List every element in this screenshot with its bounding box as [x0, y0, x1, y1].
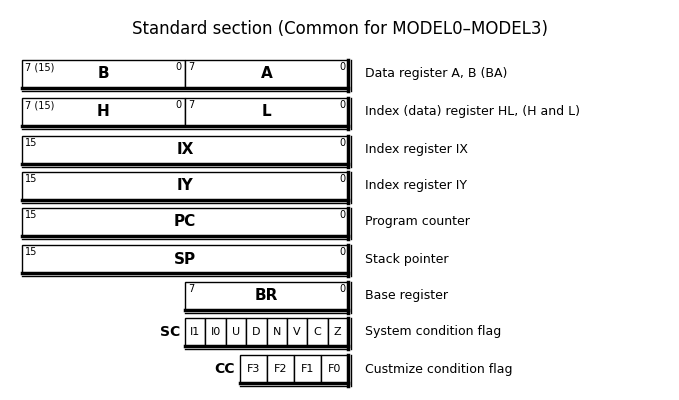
Bar — [246, 318, 266, 346]
Text: 0: 0 — [339, 284, 345, 294]
Bar — [240, 355, 267, 383]
Text: 7 (15): 7 (15) — [25, 62, 54, 72]
Text: 0: 0 — [339, 174, 345, 184]
Bar — [22, 60, 185, 88]
Text: C: C — [314, 327, 321, 337]
Bar — [321, 355, 348, 383]
Bar — [22, 136, 348, 164]
Text: I0: I0 — [210, 327, 221, 337]
Text: F3: F3 — [246, 364, 260, 374]
Text: N: N — [272, 327, 281, 337]
Text: 7: 7 — [188, 62, 194, 72]
Bar — [185, 60, 348, 88]
Bar — [308, 318, 328, 346]
Bar — [287, 318, 308, 346]
Text: BR: BR — [255, 288, 278, 304]
Text: SC: SC — [160, 325, 180, 339]
Text: F0: F0 — [328, 364, 341, 374]
Text: SP: SP — [174, 252, 196, 266]
Text: 15: 15 — [25, 174, 37, 184]
Text: IY: IY — [177, 178, 194, 194]
Text: 0: 0 — [339, 138, 345, 148]
Text: 0: 0 — [176, 100, 182, 110]
Text: 15: 15 — [25, 247, 37, 257]
Bar — [205, 318, 225, 346]
Text: 0: 0 — [176, 62, 182, 72]
Text: PC: PC — [174, 214, 196, 230]
Bar — [185, 282, 348, 310]
Text: 0: 0 — [339, 247, 345, 257]
Bar — [294, 355, 321, 383]
Bar — [266, 318, 287, 346]
Text: D: D — [252, 327, 261, 337]
Bar — [22, 208, 348, 236]
Text: Stack pointer: Stack pointer — [365, 252, 449, 266]
Text: Base register: Base register — [365, 290, 448, 302]
Text: 0: 0 — [339, 62, 345, 72]
Text: IX: IX — [177, 142, 194, 158]
Text: Standard section (Common for MODEL0–MODEL3): Standard section (Common for MODEL0–MODE… — [132, 20, 547, 38]
Text: 7 (15): 7 (15) — [25, 100, 54, 110]
Text: Index register IX: Index register IX — [365, 144, 468, 156]
Text: Index register IY: Index register IY — [365, 180, 467, 192]
Bar — [22, 98, 185, 126]
Bar — [185, 98, 348, 126]
Text: F2: F2 — [274, 364, 287, 374]
Text: 15: 15 — [25, 138, 37, 148]
Text: A: A — [261, 66, 272, 82]
Text: F1: F1 — [301, 364, 314, 374]
Text: L: L — [261, 104, 272, 120]
Text: 7: 7 — [188, 284, 194, 294]
Text: Data register A, B (BA): Data register A, B (BA) — [365, 68, 507, 80]
Text: System condition flag: System condition flag — [365, 326, 501, 338]
Text: V: V — [293, 327, 301, 337]
Bar — [22, 245, 348, 273]
Text: 0: 0 — [339, 210, 345, 220]
Text: Z: Z — [334, 327, 342, 337]
Bar — [267, 355, 294, 383]
Bar — [328, 318, 348, 346]
Bar — [225, 318, 246, 346]
Text: B: B — [98, 66, 109, 82]
Text: Index (data) register HL, (H and L): Index (data) register HL, (H and L) — [365, 106, 580, 118]
Bar — [185, 318, 205, 346]
Text: H: H — [97, 104, 110, 120]
Text: Program counter: Program counter — [365, 216, 470, 228]
Text: 7: 7 — [188, 100, 194, 110]
Bar — [22, 172, 348, 200]
Text: U: U — [232, 327, 240, 337]
Text: CC: CC — [215, 362, 235, 376]
Text: 0: 0 — [339, 100, 345, 110]
Text: 15: 15 — [25, 210, 37, 220]
Text: Custmize condition flag: Custmize condition flag — [365, 362, 513, 376]
Text: I1: I1 — [190, 327, 200, 337]
